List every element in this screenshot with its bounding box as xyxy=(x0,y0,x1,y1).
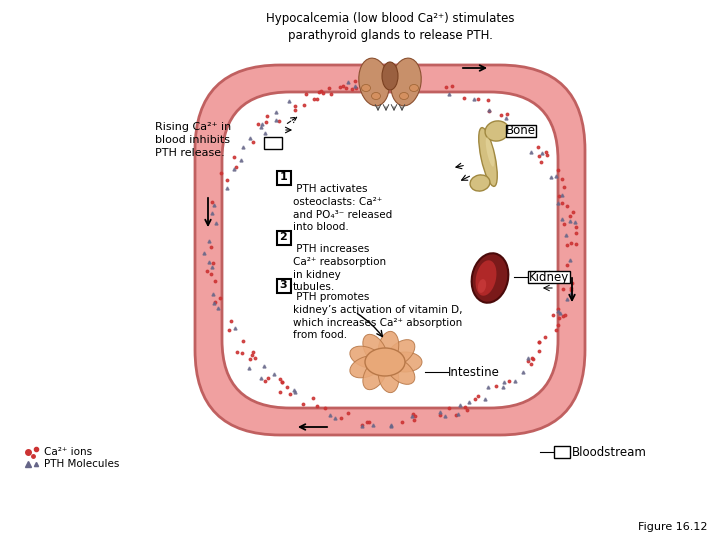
Ellipse shape xyxy=(350,356,382,378)
Text: 2: 2 xyxy=(279,233,287,242)
FancyBboxPatch shape xyxy=(276,231,290,245)
Bar xyxy=(528,271,570,283)
Text: 3: 3 xyxy=(279,280,287,291)
Ellipse shape xyxy=(475,260,497,296)
FancyBboxPatch shape xyxy=(276,171,290,185)
Ellipse shape xyxy=(382,62,398,90)
Ellipse shape xyxy=(486,137,495,167)
Ellipse shape xyxy=(365,348,405,376)
Ellipse shape xyxy=(361,84,371,91)
Ellipse shape xyxy=(363,334,387,366)
Ellipse shape xyxy=(410,84,418,91)
Ellipse shape xyxy=(372,92,380,99)
Ellipse shape xyxy=(378,359,399,393)
Text: Bloodstream: Bloodstream xyxy=(572,446,647,458)
Text: Figure 16.12: Figure 16.12 xyxy=(639,522,708,532)
Ellipse shape xyxy=(472,253,508,303)
FancyBboxPatch shape xyxy=(222,92,558,408)
Text: Hypocalcemia (low blood Ca²⁺) stimulates
parathyroid glands to release PTH.: Hypocalcemia (low blood Ca²⁺) stimulates… xyxy=(266,12,514,42)
Text: Kidney: Kidney xyxy=(529,271,569,284)
Ellipse shape xyxy=(478,279,486,293)
Ellipse shape xyxy=(363,359,387,390)
Bar xyxy=(554,446,570,458)
Text: 1: 1 xyxy=(279,172,287,183)
Ellipse shape xyxy=(485,121,509,141)
Text: PTH Molecules: PTH Molecules xyxy=(44,459,120,469)
FancyBboxPatch shape xyxy=(195,65,585,435)
Bar xyxy=(264,137,282,149)
Ellipse shape xyxy=(378,332,399,365)
Text: PTH activates
osteoclasts: Ca²⁺
and PO₄³⁻ released
into blood.: PTH activates osteoclasts: Ca²⁺ and PO₄³… xyxy=(293,184,392,232)
Text: PTH increases
Ca²⁺ reabsorption
in kidney
tubules.: PTH increases Ca²⁺ reabsorption in kidne… xyxy=(293,244,386,292)
Ellipse shape xyxy=(350,346,382,368)
Ellipse shape xyxy=(391,58,421,106)
Text: Bone: Bone xyxy=(506,125,536,138)
Ellipse shape xyxy=(470,175,490,191)
Ellipse shape xyxy=(386,357,415,384)
FancyBboxPatch shape xyxy=(276,279,290,293)
Text: PTH promotes
kidney’s activation of vitamin D,
which increases Ca²⁺ absorption
f: PTH promotes kidney’s activation of vita… xyxy=(293,292,462,340)
Ellipse shape xyxy=(479,127,498,186)
Bar xyxy=(506,125,536,137)
Ellipse shape xyxy=(386,340,415,366)
Text: Rising Ca²⁺ in
blood inhibits
PTH release.: Rising Ca²⁺ in blood inhibits PTH releas… xyxy=(155,122,231,158)
Ellipse shape xyxy=(388,352,422,372)
Text: Intestine: Intestine xyxy=(448,366,500,379)
Text: Ca²⁺ ions: Ca²⁺ ions xyxy=(44,447,92,457)
Ellipse shape xyxy=(400,92,408,99)
Ellipse shape xyxy=(359,58,390,106)
